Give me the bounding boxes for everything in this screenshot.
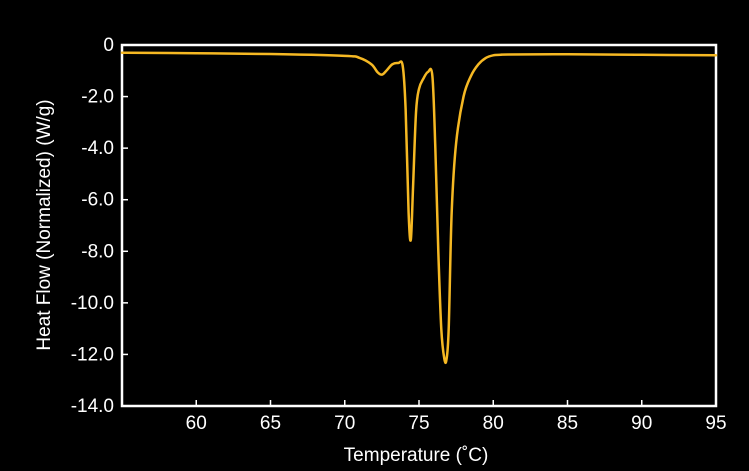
y-axis-ticks: 0 -2.0 -4.0 -6.0 -8.0 -10.0 -12.0 -14.0 bbox=[71, 35, 128, 417]
series-group bbox=[120, 51, 718, 364]
x-tick-label: 95 bbox=[705, 413, 726, 434]
y-tick-label: -14.0 bbox=[71, 396, 114, 417]
y-axis-label: Heat Flow (Normalized) (W/g) bbox=[34, 99, 55, 350]
x-tick-label: 90 bbox=[631, 413, 652, 434]
x-axis-ticks: 60 65 70 75 80 85 90 95 bbox=[186, 400, 727, 434]
y-tick-label: -4.0 bbox=[81, 138, 114, 159]
x-tick-label: 75 bbox=[408, 413, 429, 434]
x-tick-label: 80 bbox=[483, 413, 504, 434]
x-tick-label: 65 bbox=[260, 413, 281, 434]
y-tick-label: -8.0 bbox=[81, 241, 114, 262]
y-tick-label: -2.0 bbox=[81, 87, 114, 108]
y-tick-label: -6.0 bbox=[81, 190, 114, 211]
y-tick-label: 0 bbox=[103, 35, 114, 56]
series-line bbox=[120, 51, 718, 364]
x-tick-label: 85 bbox=[557, 413, 578, 434]
x-tick-label: 70 bbox=[334, 413, 355, 434]
y-tick-label: -12.0 bbox=[71, 344, 114, 365]
x-axis-label: Temperature (˚C) bbox=[344, 445, 489, 466]
y-tick-label: -10.0 bbox=[71, 293, 114, 314]
x-tick-label: 60 bbox=[186, 413, 207, 434]
